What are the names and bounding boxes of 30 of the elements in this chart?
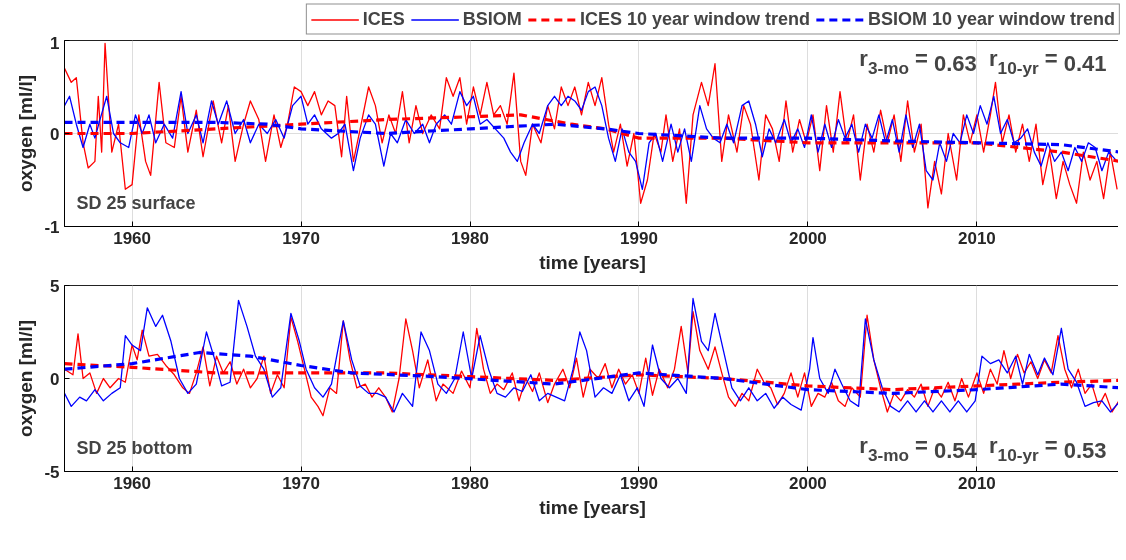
y-axis-title: oxygen [ml/l] [15,74,37,193]
x-tick-label: 2000 [789,473,827,493]
x-tick-label: 1980 [451,228,489,248]
y-tick-label: -5 [44,462,60,482]
line-series [64,86,1118,190]
y-tick-label: 0 [50,124,60,144]
x-tick-label: 1970 [282,228,320,248]
x-tick-label: 2010 [957,473,996,493]
x-tick-label: 1960 [113,473,151,493]
legend-label: BSIOM [462,8,522,30]
x-axis-title: time [years] [539,496,646,518]
legend-label: ICES 10 year window trend [579,8,810,30]
annotation: SD 25 surface [76,192,196,213]
y-tick-label: -1 [44,217,60,237]
x-tick-label: 1960 [113,228,151,248]
line-series [64,42,1118,209]
y-axis-title: oxygen [ml/l] [15,319,37,438]
annotation: SD 25 bottom [76,437,193,458]
x-tick-label: 1970 [282,473,320,493]
legend-label: BSIOM 10 year window trend [867,8,1115,30]
y-tick-label: 0 [50,369,60,389]
y-tick-label: 5 [50,276,60,296]
legend-label: ICES [362,8,405,30]
x-axis-title: time [years] [539,251,646,273]
x-tick-label: 1990 [620,473,658,493]
y-tick-label: 1 [50,33,60,53]
x-tick-label: 1980 [451,473,489,493]
x-tick-label: 2000 [789,228,827,248]
x-tick-label: 1990 [620,228,658,248]
x-tick-label: 2010 [957,228,996,248]
